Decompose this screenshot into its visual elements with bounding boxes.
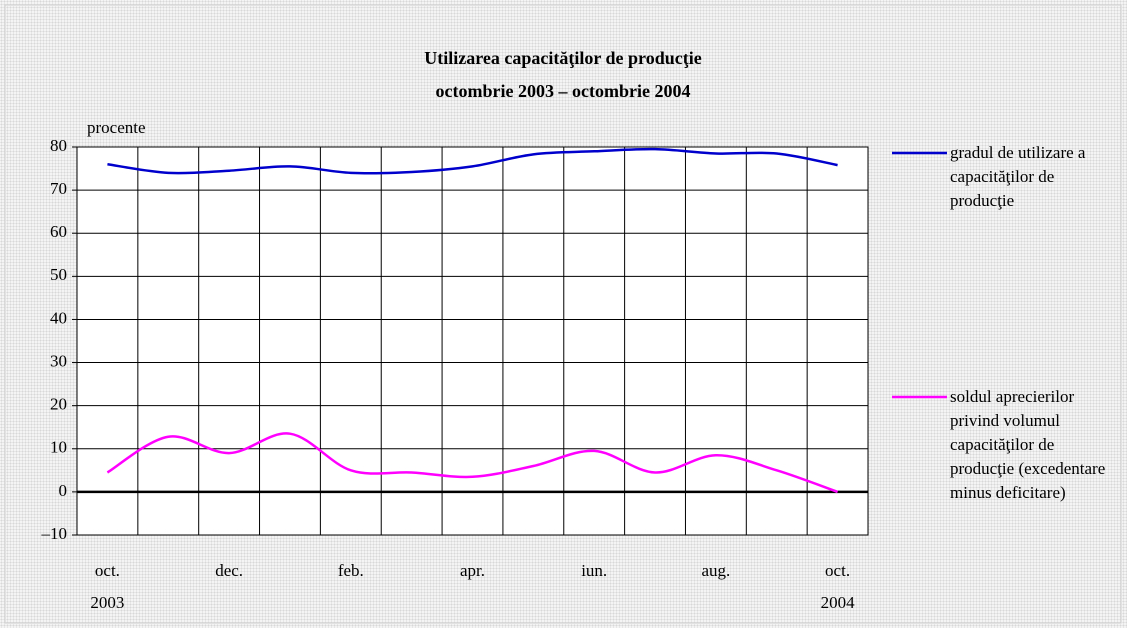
- y-tick-label: 80: [50, 136, 67, 155]
- x-tick-label: aug.: [701, 561, 730, 580]
- series-line: [107, 147, 838, 175]
- y-tick-label: 70: [50, 179, 67, 198]
- y-tick-label: 60: [50, 222, 67, 241]
- x-tick-label: oct.: [825, 561, 850, 580]
- x-tick-label: oct.: [95, 561, 120, 580]
- x-tick-year: 2004: [821, 593, 856, 612]
- series-line: [106, 432, 838, 494]
- x-tick-label: feb.: [338, 561, 364, 580]
- y-tick-label: 20: [50, 395, 67, 414]
- x-tick-label: apr.: [460, 561, 485, 580]
- y-axis-label: procente: [87, 118, 146, 137]
- legend-label: gradul de utilizare a capacităţilor de p…: [950, 143, 1086, 210]
- y-tick-label: 10: [50, 438, 67, 457]
- frame: [4, 4, 1122, 624]
- y-tick-label: 30: [50, 351, 67, 370]
- legend-label: soldul aprecierilor privind volumul capa…: [950, 387, 1106, 502]
- y-tick-label: –10: [41, 524, 68, 543]
- x-tick-year: 2003: [90, 593, 124, 612]
- chart-subtitle: octombrie 2003 – octombrie 2004: [436, 81, 691, 101]
- x-tick-label: dec.: [215, 561, 243, 580]
- y-tick-label: 0: [59, 481, 68, 500]
- y-tick-label: 50: [50, 265, 67, 284]
- x-tick-label: iun.: [581, 561, 607, 580]
- chart-title: Utilizarea capacităţilor de producţie: [424, 48, 701, 68]
- y-tick-label: 40: [50, 308, 67, 327]
